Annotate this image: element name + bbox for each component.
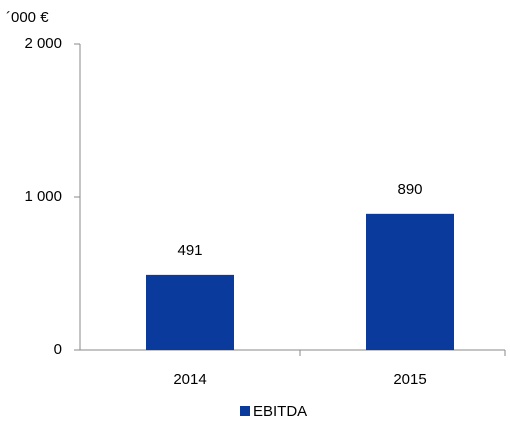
y-tick-label: 2 000 [24,35,62,52]
y-tick-label: 0 [54,341,62,358]
legend-label: EBITDA [253,403,307,420]
data-label: 890 [397,181,422,198]
bar [146,274,234,350]
data-label: 491 [177,242,202,259]
bar [366,213,454,350]
y-tick-label: 1 000 [24,188,62,205]
legend-swatch [240,406,250,416]
x-tick-label: 2015 [393,371,426,388]
y-axis-label: ´000 € [6,9,49,26]
x-tick-label: 2014 [173,371,206,388]
